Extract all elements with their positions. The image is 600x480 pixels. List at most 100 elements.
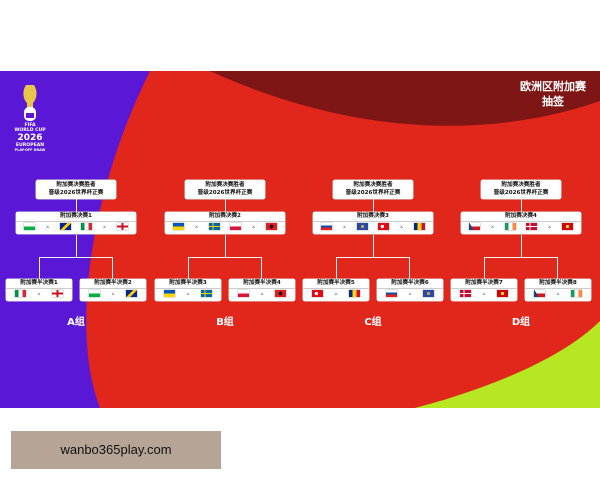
winner-label-1: 附加赛决赛胜者	[353, 182, 393, 188]
vs-icon: ⚔	[482, 291, 486, 296]
title-line1: 欧洲区附加赛	[520, 80, 586, 93]
winner-label-2: 晋级2026世界杯正赛	[197, 190, 253, 196]
vs-icon: ⚔	[547, 224, 552, 229]
vs-icon: ⚔	[490, 224, 495, 229]
winner-label-1: 附加赛决赛胜者	[56, 182, 96, 188]
connector-horizontal-2	[188, 257, 262, 258]
bosnia-flag	[59, 223, 71, 230]
turkey-flag	[378, 223, 390, 230]
wales-flag	[88, 290, 100, 297]
connector-left-2	[188, 257, 189, 279]
romania-flag	[413, 223, 425, 230]
connector-horizontal-4	[484, 257, 558, 258]
ireland-flag	[571, 290, 583, 297]
final-box-2: 附加赛决赛2 ⚔ ⚔	[165, 212, 285, 234]
connector-final-4	[520, 235, 522, 257]
winner-label-2: 晋级2026世界杯正赛	[345, 190, 401, 196]
semi-box-5: 附加赛半决赛5 ⚔	[303, 279, 369, 301]
vs-icon: ⚔	[37, 291, 41, 296]
denmark-flag	[459, 290, 471, 297]
denmark-flag	[526, 223, 538, 230]
vs-icon: ⚔	[260, 291, 264, 296]
connector-right-1	[112, 257, 113, 279]
final-label: 附加赛决赛1	[16, 212, 136, 222]
vs-icon: ⚔	[194, 224, 199, 229]
kosovo-flag	[423, 290, 435, 297]
slovakia-flag	[321, 223, 333, 230]
poster-title: 欧洲区附加赛 抽签	[520, 79, 586, 109]
north-macedonia-flag	[561, 223, 573, 230]
semi-label: 附加赛半决赛7	[451, 279, 517, 289]
connector-final-2	[224, 235, 226, 257]
semi-box-2: 附加赛半决赛2 ⚔	[80, 279, 146, 301]
connector-left-1	[39, 257, 40, 279]
semi-label: 附加赛半决赛3	[155, 279, 221, 289]
ukraine-flag	[173, 223, 185, 230]
sweden-flag	[201, 290, 213, 297]
semi-flags: ⚔	[451, 288, 517, 299]
italy-flag	[14, 290, 26, 297]
semi-box-4: 附加赛半决赛4 ⚔	[229, 279, 295, 301]
ireland-flag	[504, 223, 516, 230]
vs-icon: ⚔	[334, 291, 338, 296]
connector-right-4	[557, 257, 558, 279]
group-label-1: A组	[67, 317, 85, 328]
poland-flag	[230, 223, 242, 230]
turkey-flag	[311, 290, 323, 297]
group-label-2: B组	[216, 317, 234, 328]
england-flag	[52, 290, 64, 297]
czechia-flag	[469, 223, 481, 230]
semi-flags: ⚔	[525, 288, 591, 299]
title-line2: 抽签	[542, 95, 564, 108]
semi-box-1: 附加赛半决赛1 ⚔	[6, 279, 72, 301]
final-box-1: 附加赛决赛1 ⚔ ⚔	[16, 212, 136, 234]
winner-label-2: 晋级2026世界杯正赛	[493, 190, 549, 196]
winner-box-3: 附加赛决赛胜者晋级2026世界杯正赛	[333, 180, 413, 199]
albania-flag	[275, 290, 287, 297]
kosovo-flag	[356, 223, 368, 230]
connector-right-2	[261, 257, 262, 279]
poland-flag	[237, 290, 249, 297]
semi-box-7: 附加赛半决赛7 ⚔	[451, 279, 517, 301]
group-label-4: D组	[511, 317, 531, 328]
logo-year: 2026	[17, 132, 43, 143]
vs-icon: ⚔	[45, 224, 50, 229]
semi-label: 附加赛半决赛2	[80, 279, 146, 289]
semi-label: 附加赛半决赛4	[229, 279, 295, 289]
final-label: 附加赛决赛3	[313, 212, 433, 222]
semi-box-3: 附加赛半决赛3 ⚔	[155, 279, 221, 301]
footer-watermark: wanbo365play.com	[11, 431, 221, 469]
connector-winner-3	[372, 199, 374, 212]
vs-icon: ⚔	[186, 291, 190, 296]
sweden-flag	[208, 223, 220, 230]
semi-label: 附加赛半决赛6	[377, 279, 443, 289]
vs-icon: ⚔	[102, 224, 107, 229]
semi-flags: ⚔	[229, 288, 295, 299]
semi-label: 附加赛半决赛8	[525, 279, 591, 289]
winner-label-2: 晋级2026世界杯正赛	[48, 190, 104, 196]
semi-flags: ⚔	[6, 288, 72, 299]
footer-text: wanbo365play.com	[60, 442, 172, 457]
bosnia-flag	[126, 290, 138, 297]
connector-left-4	[484, 257, 485, 279]
winner-box-2: 附加赛决赛胜者 晋级2026世界杯正赛	[185, 180, 265, 199]
final-label: 附加赛决赛4	[461, 212, 581, 222]
final-label: 附加赛决赛2	[165, 212, 285, 222]
logo-line3: PLAY-OFF DRAW	[14, 148, 46, 153]
final-flags: ⚔ ⚔	[313, 221, 433, 232]
logo-line1: WORLD CUP	[14, 128, 46, 134]
connector-right-3	[409, 257, 410, 279]
semi-box-6: 附加赛半决赛6 ⚔	[377, 279, 443, 301]
north-macedonia-flag	[497, 290, 509, 297]
connector-horizontal-1	[39, 257, 113, 258]
semi-label: 附加赛半决赛5	[303, 279, 369, 289]
connector-winner-4	[520, 199, 522, 212]
semi-flags: ⚔	[377, 288, 443, 299]
final-box-4: 附加赛决赛4 ⚔ ⚔	[461, 212, 581, 234]
albania-flag	[265, 223, 277, 230]
connector-winner-2	[224, 199, 226, 212]
vs-icon: ⚔	[111, 291, 115, 296]
winner-box-4: 附加赛决赛胜者 晋级2026世界杯正赛	[481, 180, 561, 199]
czechia-flag	[533, 290, 545, 297]
final-flags: ⚔ ⚔	[16, 221, 136, 232]
